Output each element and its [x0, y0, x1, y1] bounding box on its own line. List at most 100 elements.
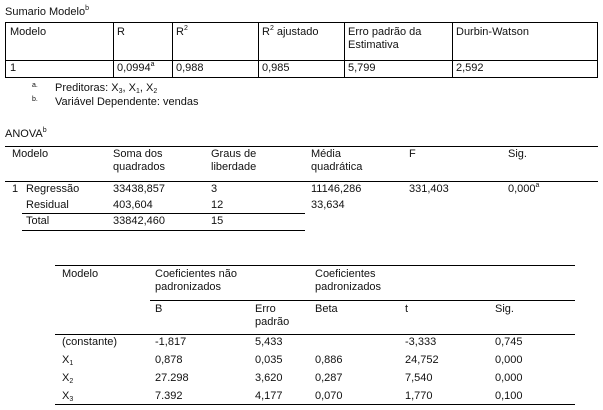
data-cell: 1,770: [405, 390, 433, 402]
footnote: Variável Dependente: vendas: [55, 96, 199, 109]
text-part: 2: [269, 25, 274, 32]
header-cell: R: [117, 26, 125, 38]
data-cell: 0,000a: [508, 182, 540, 196]
data-cell: -1,817: [155, 336, 187, 348]
header-cell: R2: [176, 25, 188, 39]
data-cell: 27.298: [155, 372, 189, 384]
text-part: a: [535, 182, 540, 189]
header-cell: Soma dos quadrados: [113, 148, 165, 173]
data-cell: 3: [211, 183, 218, 195]
text-part: X: [62, 390, 70, 402]
text-part: R: [176, 26, 184, 38]
text-part: 1: [135, 88, 140, 95]
text-part: 3: [118, 88, 123, 95]
rule: [22, 230, 305, 231]
rule: [55, 334, 575, 335]
data-cell: 1: [10, 62, 17, 74]
text-part: b: [42, 127, 47, 134]
header-cell: Sig.: [495, 303, 514, 315]
rule: [113, 22, 114, 78]
footnote-mark: b.: [32, 96, 38, 103]
rule: [258, 22, 259, 78]
header-cell: Erro padrão: [255, 303, 290, 328]
header-cell: Modelo: [12, 148, 49, 160]
footnote-mark: a.: [32, 82, 38, 89]
text-part: a: [150, 61, 155, 68]
rule: [5, 60, 598, 61]
data-cell: 0,0994a: [117, 61, 155, 75]
header-cell: Modelo: [62, 268, 99, 280]
data-cell: 5,433: [255, 336, 283, 348]
header-cell: Durbin-Watson: [456, 26, 529, 38]
header-cell: Beta: [315, 303, 338, 315]
data-cell: -3,333: [405, 336, 437, 348]
text-part: R: [262, 26, 270, 38]
data-cell: 12: [211, 199, 224, 211]
header-cell: Modelo: [10, 26, 47, 38]
data-cell: 0,287: [315, 372, 343, 384]
data-cell: 403,604: [113, 199, 153, 211]
data-cell: 11146,286: [311, 183, 362, 195]
row-label: X3: [62, 390, 73, 403]
row-label: X1: [62, 354, 73, 367]
data-cell: 0,100: [495, 390, 523, 402]
header-cell: Sig.: [508, 148, 527, 160]
header-cell: R2 ajustado: [262, 25, 319, 39]
model-number: 1: [12, 183, 19, 195]
data-cell: 33438,857: [113, 183, 165, 195]
data-cell: 4,177: [255, 390, 283, 402]
header-cell: Graus de liberdade: [211, 148, 257, 173]
data-cell: 2,592: [456, 62, 484, 74]
data-cell: 0,070: [315, 390, 343, 402]
footnote: Preditoras: X3, X1, X2: [55, 82, 157, 95]
section-title: ANOVAb: [5, 127, 47, 141]
text-part: 2: [69, 378, 74, 385]
text-part: 2: [183, 25, 188, 32]
text-part: X: [62, 354, 70, 366]
header-cell: F: [409, 148, 416, 160]
text-part: ANOVA: [5, 128, 43, 140]
data-cell: 0,886: [315, 354, 343, 366]
header-cell: B: [155, 303, 163, 315]
data-cell: 0,000: [495, 372, 523, 384]
text-part: Sumario Modelo: [5, 6, 86, 18]
rule: [5, 181, 598, 182]
row-label: X2: [62, 372, 73, 385]
row-label: Total: [26, 215, 50, 227]
data-cell: 33,634: [311, 199, 345, 211]
text-part: , X: [122, 82, 136, 94]
data-cell: 0,988: [176, 62, 204, 74]
data-cell: 7.392: [155, 390, 183, 402]
rule: [344, 22, 345, 78]
rule: [452, 22, 453, 78]
data-cell: 5,799: [348, 62, 376, 74]
text-part: 0,000: [508, 183, 536, 195]
text-part: 2: [153, 88, 158, 95]
header-cell: t: [405, 303, 409, 315]
row-label: Residual: [26, 199, 69, 211]
text-part: 1: [69, 360, 74, 367]
data-cell: 3,620: [255, 372, 283, 384]
data-cell: 7,540: [405, 372, 433, 384]
rule: [55, 404, 575, 405]
text-part: Preditoras: X: [55, 82, 119, 94]
data-cell: 0,000: [495, 354, 523, 366]
header-cell: Média quadrática: [311, 148, 363, 173]
data-cell: 0,985: [262, 62, 290, 74]
data-cell: 331,403: [409, 183, 449, 195]
text-part: ajustado: [276, 26, 319, 38]
header-cell: Erro padrão da Estimativa: [348, 26, 422, 51]
text-part: (constante): [62, 336, 118, 348]
data-cell: 24,752: [405, 354, 439, 366]
data-cell: 33842,460: [113, 215, 165, 227]
row-label: Regressão: [26, 183, 80, 195]
table-frame: [5, 22, 598, 78]
text-part: , X: [139, 82, 154, 94]
rule: [55, 265, 575, 266]
section-title: Sumario Modelob: [5, 5, 89, 19]
row-label: (constante): [62, 336, 117, 349]
rule: [150, 300, 575, 301]
text-part: Variável Dependente: vendas: [55, 96, 199, 108]
data-cell: 15: [211, 215, 224, 227]
rule: [5, 146, 598, 147]
